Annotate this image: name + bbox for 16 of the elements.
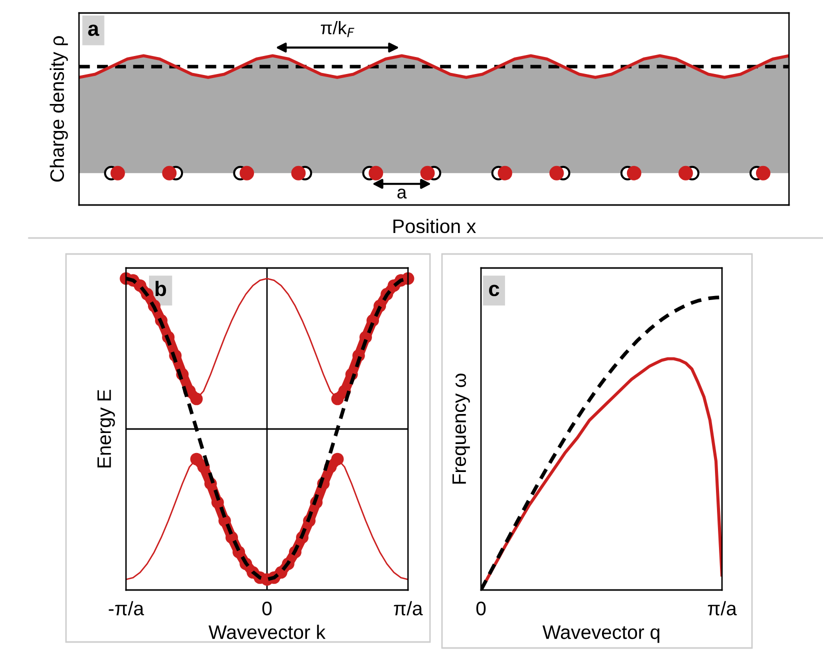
text: a (397, 188, 407, 199)
chart-title: b (156, 280, 166, 296)
x-axis-title: Wavevector k (208, 624, 326, 640)
y-axis-title: Charge density ρ (50, 36, 68, 182)
x-tick-label: -π/a (108, 601, 144, 616)
chart-title: c (489, 284, 500, 296)
x-tick-label: π/a (708, 601, 737, 616)
x-tick-label: π/a (394, 601, 423, 616)
x-tick-label: 0 (262, 602, 272, 616)
x-axis-title: Position x (393, 218, 476, 234)
text: π/k$_{F}$ (320, 21, 354, 38)
x-axis-title: Wavevector q (542, 626, 660, 643)
y-axis-title: Energy E (97, 390, 115, 468)
chart-title: a (88, 24, 100, 36)
x-tick-label: 0 (476, 602, 486, 616)
y-axis-title: Frequency ω (452, 374, 470, 484)
